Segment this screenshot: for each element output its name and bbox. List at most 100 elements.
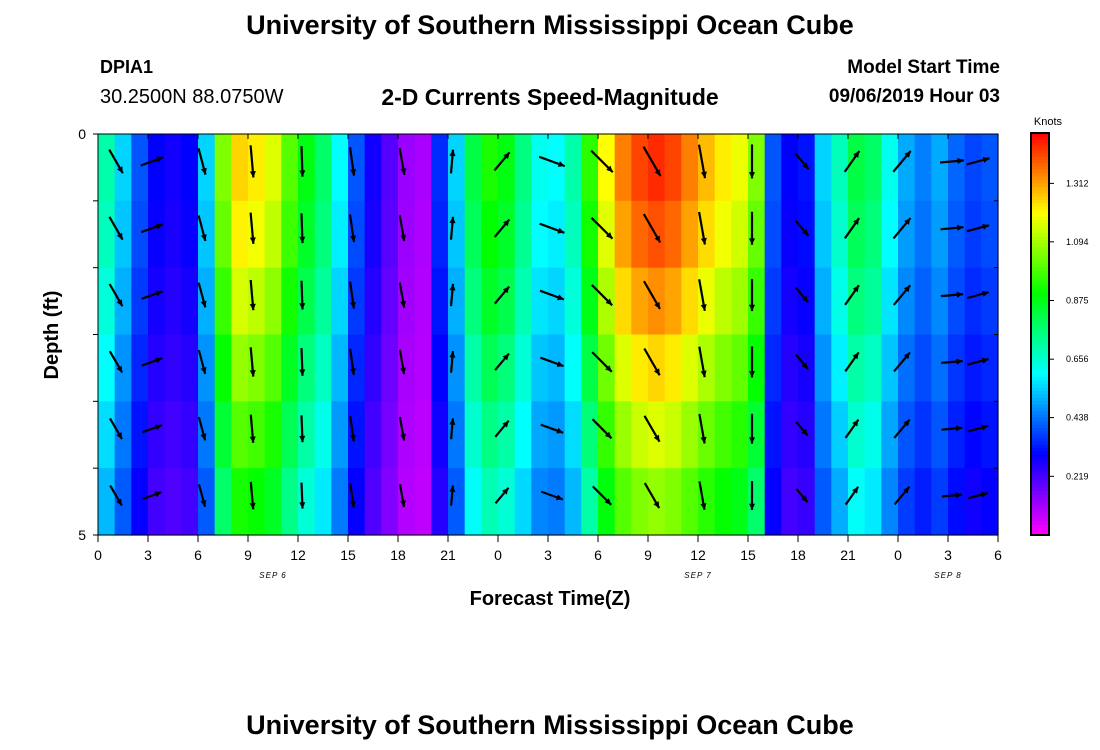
heatmap-cell: [248, 401, 266, 469]
heatmap-cell: [548, 134, 566, 202]
heatmap-cell: [214, 334, 232, 402]
heatmap-cell: [198, 134, 216, 202]
heatmap-cell: [398, 334, 416, 402]
heatmap-cell: [581, 334, 599, 402]
heatmap-cell: [98, 401, 116, 469]
current-vector-arrow: [249, 212, 256, 244]
heatmap-cell: [631, 468, 649, 536]
heatmap-cell: [664, 200, 682, 269]
heatmap-cell: [198, 334, 216, 402]
current-vector-arrow: [940, 224, 964, 231]
heatmap-cell: [431, 267, 449, 336]
heatmap-cell: [114, 334, 132, 402]
heatmap-cell: [681, 267, 699, 336]
current-vector-arrow: [249, 279, 256, 311]
heatmap-cell: [831, 134, 849, 202]
heatmap-cell: [181, 267, 199, 336]
heatmap-cell: [331, 468, 349, 536]
current-vector-arrow: [109, 417, 123, 440]
current-vector-arrow: [141, 424, 163, 434]
heatmap-cell: [148, 468, 166, 536]
heatmap-cell: [548, 334, 566, 402]
heatmap-cell: [481, 200, 499, 269]
heatmap-cell: [498, 267, 516, 336]
current-vector-arrow: [299, 415, 306, 443]
current-vector-arrow: [398, 282, 407, 308]
heatmap-cell: [314, 334, 332, 402]
current-vector-arrow: [108, 216, 124, 241]
heatmap-cell: [431, 334, 449, 402]
heatmap-cell: [514, 468, 532, 536]
heatmap-cell: [664, 267, 682, 336]
current-vector-arrow: [108, 149, 124, 174]
current-vector-arrow: [893, 351, 911, 373]
heatmap-cell: [948, 134, 966, 202]
heatmap-cell: [881, 468, 899, 536]
heatmap-cell: [98, 334, 116, 402]
heatmap-cell: [864, 267, 882, 336]
heatmap-cell: [864, 468, 882, 536]
heatmap-cell: [114, 468, 132, 536]
heatmap-cell: [831, 334, 849, 402]
current-vector-arrow: [108, 350, 124, 374]
heatmap-cell: [131, 401, 149, 469]
current-vector-arrow: [197, 148, 207, 175]
heatmap-cell: [298, 401, 316, 469]
current-vector-arrow: [449, 149, 456, 174]
current-vector-arrow: [893, 485, 911, 506]
current-vector-arrow: [398, 147, 407, 175]
heatmap-cell: [748, 267, 766, 336]
heatmap-cell: [814, 267, 832, 336]
heatmap-cell: [498, 200, 516, 269]
heatmap-cell: [114, 401, 132, 469]
heatmap-cell: [931, 401, 949, 469]
heatmap-cell: [814, 200, 832, 269]
heatmap-cell: [381, 334, 399, 402]
heatmap-cell: [914, 334, 932, 402]
heatmap-cell: [698, 200, 716, 269]
current-vector-arrow: [299, 482, 306, 509]
heatmap-cell: [298, 134, 316, 202]
heatmap-cell: [264, 468, 282, 536]
current-vector-arrow: [697, 144, 707, 179]
station-id: DPIA1: [100, 57, 154, 77]
heatmap-cell: [114, 200, 132, 269]
current-vector-arrow: [749, 346, 755, 378]
current-vector-arrow: [591, 351, 613, 373]
x-tick-label: 6: [994, 547, 1002, 563]
current-vector-arrow: [197, 484, 207, 507]
heatmap-cell: [664, 468, 682, 536]
heatmap-cell: [548, 267, 566, 336]
heatmap-cell: [564, 267, 582, 336]
heatmap-cell: [598, 267, 616, 336]
heatmap-cell: [181, 134, 199, 202]
heatmap-cell: [164, 468, 182, 536]
heatmap-cell: [881, 401, 899, 469]
heatmap-cell: [664, 134, 682, 202]
current-vector-arrow: [540, 356, 564, 368]
heatmap-cell: [581, 401, 599, 469]
heatmap-cell: [981, 200, 999, 269]
colorbar-tick-label: 0.438: [1066, 413, 1089, 423]
heatmap-cell: [781, 200, 799, 269]
heatmap-cell: [164, 267, 182, 336]
x-tick-label: 15: [740, 547, 756, 563]
heatmap-cell: [814, 468, 832, 536]
x-tick-label: 0: [894, 547, 902, 563]
current-vector-arrow: [398, 349, 407, 375]
heatmap-cell: [848, 468, 866, 536]
current-vector-arrow: [591, 284, 613, 307]
current-vector-arrow: [795, 488, 809, 503]
heatmap-cell: [681, 134, 699, 202]
heatmap-cell: [548, 468, 566, 536]
heatmap-cell: [614, 401, 632, 469]
heatmap-cell: [964, 267, 982, 336]
heatmap-cell: [931, 334, 949, 402]
current-vector-arrow: [967, 424, 989, 433]
heatmap-cell: [481, 134, 499, 202]
heatmap-cell: [681, 401, 699, 469]
heatmap-cell: [498, 134, 516, 202]
heatmap-cell: [231, 200, 249, 269]
heatmap-cell: [898, 200, 916, 269]
heatmap-cell: [114, 134, 132, 202]
